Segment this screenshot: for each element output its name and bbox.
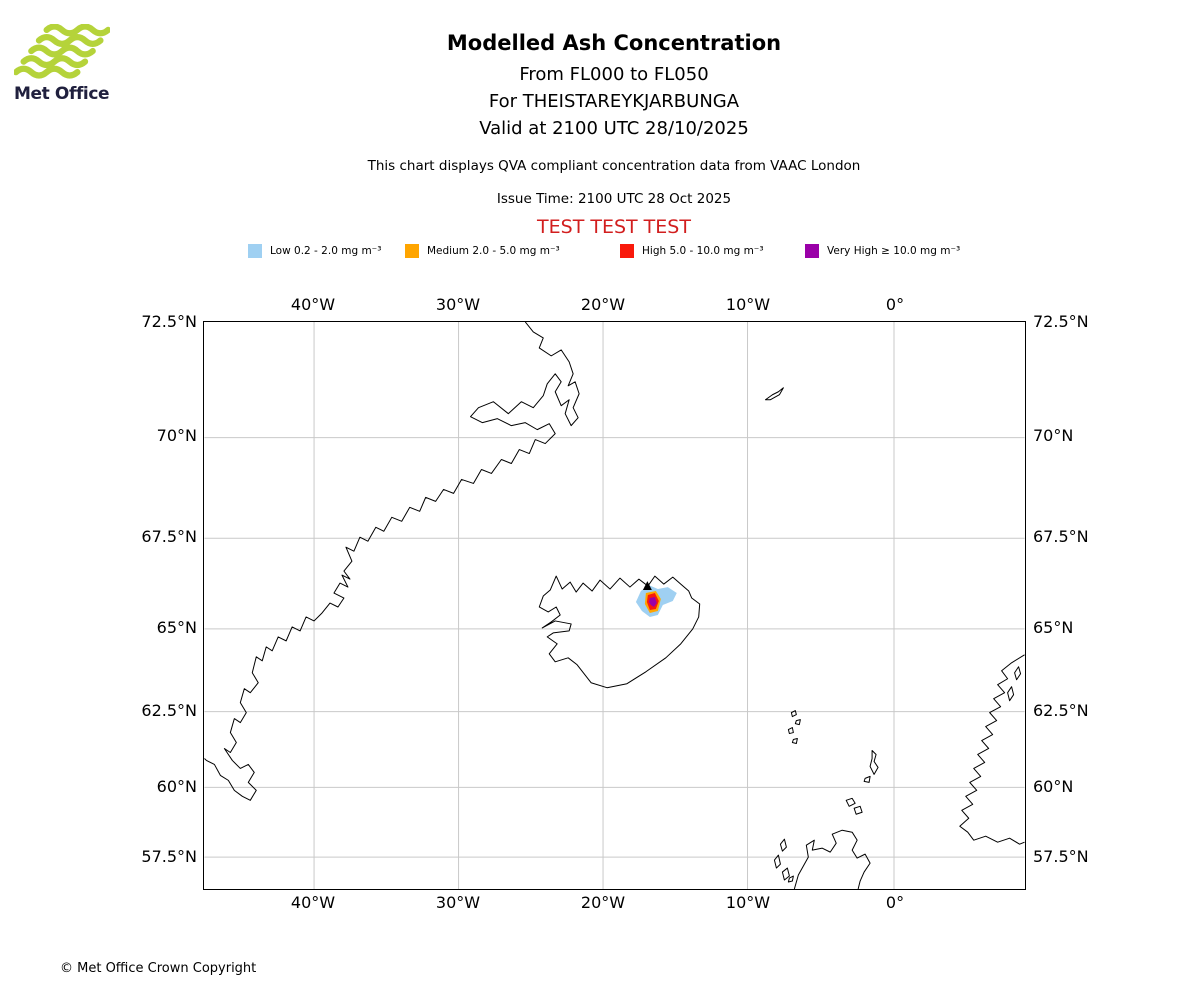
x-tick-bottom-10w: 10°W xyxy=(725,893,771,912)
norway-offshore-islands xyxy=(1007,666,1022,702)
chart-subtitle-valid-time: Valid at 2100 UTC 28/10/2025 xyxy=(479,118,749,139)
volcano-marker-icon xyxy=(642,581,652,591)
met-office-logo-waves xyxy=(14,24,110,79)
y-tick-left-70n: 70°N xyxy=(156,426,197,445)
map-plot-area xyxy=(203,321,1026,890)
y-tick-right-70n: 70°N xyxy=(1033,426,1074,445)
issue-time: Issue Time: 2100 UTC 28 Oct 2025 xyxy=(496,191,732,207)
x-tick-bottom-40w: 40°W xyxy=(290,893,336,912)
legend-swatch-high xyxy=(620,244,634,258)
chart-subtitle-flight-levels: From FL000 to FL050 xyxy=(519,64,709,85)
met-office-logo: Met Office xyxy=(14,24,124,104)
legend-item-high: High 5.0 - 10.0 mg m⁻³ xyxy=(620,244,764,258)
legend-label-medium: Medium 2.0 - 5.0 mg m⁻³ xyxy=(427,245,560,257)
norway-coastline xyxy=(959,654,1025,845)
greenland-coastline xyxy=(204,322,580,801)
coastlines xyxy=(204,322,1025,889)
y-tick-left-57-5n: 57.5°N xyxy=(141,847,197,866)
map-svg xyxy=(204,322,1025,889)
x-tick-top-20w: 20°W xyxy=(580,295,626,314)
jan-mayen-island xyxy=(764,387,784,401)
test-banner: TEST TEST TEST xyxy=(537,216,691,238)
legend-label-very-high: Very High ≥ 10.0 mg m⁻³ xyxy=(827,245,961,257)
y-tick-left-65n: 65°N xyxy=(156,618,197,637)
x-tick-top-0: 0° xyxy=(885,295,905,314)
x-tick-top-30w: 30°W xyxy=(435,295,481,314)
shetland-islands xyxy=(863,749,879,783)
y-tick-right-65n: 65°N xyxy=(1033,618,1074,637)
chart-description: This chart displays QVA compliant concen… xyxy=(367,158,861,174)
y-tick-right-72-5n: 72.5°N xyxy=(1033,312,1089,331)
legend-label-low: Low 0.2 - 2.0 mg m⁻³ xyxy=(270,245,382,257)
legend-label-high: High 5.0 - 10.0 mg m⁻³ xyxy=(642,245,764,257)
y-tick-left-62-5n: 62.5°N xyxy=(141,701,197,720)
hebrides-islands xyxy=(773,838,794,883)
y-tick-left-72-5n: 72.5°N xyxy=(141,312,197,331)
y-tick-right-57-5n: 57.5°N xyxy=(1033,847,1089,866)
x-tick-bottom-0: 0° xyxy=(885,893,905,912)
crown-copyright: © Met Office Crown Copyright xyxy=(60,961,257,976)
legend-swatch-medium xyxy=(405,244,419,258)
y-tick-left-67-5n: 67.5°N xyxy=(141,527,197,546)
faroe-islands xyxy=(787,710,801,745)
legend-item-low: Low 0.2 - 2.0 mg m⁻³ xyxy=(248,244,381,258)
y-tick-left-60n: 60°N xyxy=(156,777,197,796)
x-tick-top-10w: 10°W xyxy=(725,295,771,314)
x-tick-bottom-20w: 20°W xyxy=(580,893,626,912)
iceland-coastline xyxy=(538,575,701,689)
logo-wave-lines xyxy=(14,24,110,79)
chart-subtitle-volcano: For THEISTAREYKJARBUNGA xyxy=(488,91,740,112)
legend-item-very-high: Very High ≥ 10.0 mg m⁻³ xyxy=(805,244,960,258)
y-tick-right-62-5n: 62.5°N xyxy=(1033,701,1089,720)
ash-contour-very-high xyxy=(648,597,657,607)
y-tick-right-67-5n: 67.5°N xyxy=(1033,527,1089,546)
scotland-coastline xyxy=(793,829,871,889)
legend-swatch-low xyxy=(248,244,262,258)
chart-title: Modelled Ash Concentration xyxy=(446,31,782,55)
legend-item-medium: Medium 2.0 - 5.0 mg m⁻³ xyxy=(405,244,560,258)
grid-lines xyxy=(204,322,1025,889)
y-tick-right-60n: 60°N xyxy=(1033,777,1074,796)
x-tick-bottom-30w: 30°W xyxy=(435,893,481,912)
met-office-logo-text: Met Office xyxy=(14,84,110,104)
orkney-islands xyxy=(845,797,863,815)
ash-plume xyxy=(635,581,677,617)
x-tick-top-40w: 40°W xyxy=(290,295,336,314)
legend-swatch-very-high xyxy=(805,244,819,258)
